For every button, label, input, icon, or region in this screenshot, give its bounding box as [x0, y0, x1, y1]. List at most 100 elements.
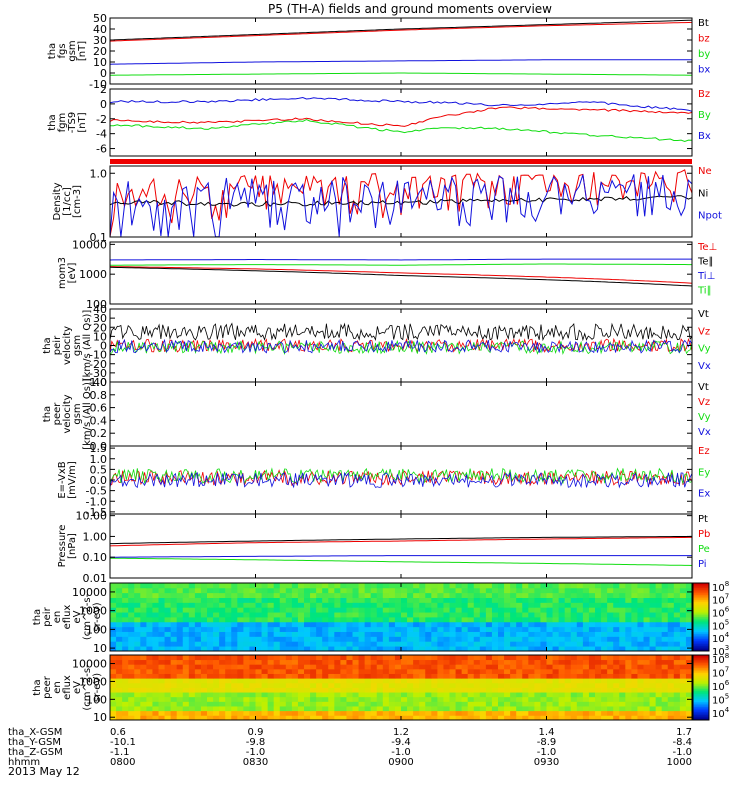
spectrogram-cell [485, 706, 493, 712]
spectrogram-cell [164, 592, 172, 598]
spectrogram-cell [267, 607, 275, 613]
spectrogram-cell [231, 710, 238, 716]
spectrogram-cell [534, 602, 541, 608]
spectrogram-cell [267, 636, 275, 642]
spectrogram-cell [455, 682, 463, 688]
spectrogram-cell [534, 668, 541, 674]
spectrogram-cell [382, 715, 390, 721]
spectrogram-cell [661, 678, 669, 684]
spectrogram-cell [304, 682, 311, 688]
spectrogram-cell [655, 617, 663, 623]
spectrogram-cell [534, 621, 541, 628]
spectrogram-cell [528, 612, 535, 618]
spectrogram-cell [279, 701, 287, 707]
spectrogram-cell [546, 673, 553, 679]
spectrogram-cell [261, 646, 269, 652]
spectrogram-cell [128, 617, 135, 623]
spectrogram-cell [667, 607, 675, 613]
spectrogram-cell [316, 692, 323, 698]
spectrogram-cell [188, 673, 196, 679]
spectrogram-cell [219, 673, 226, 679]
spectrogram-cell [358, 612, 366, 618]
spectrogram-cell [485, 597, 493, 603]
coord-value: 0930 [534, 757, 559, 768]
spectrogram-cell [225, 678, 232, 684]
spectrogram-cell [261, 678, 269, 684]
spectrogram-cell [570, 583, 578, 589]
spectrogram-cell [370, 592, 378, 598]
spectrogram-cell [637, 659, 644, 665]
spectrogram-cell [661, 621, 669, 628]
spectrogram-cell [237, 710, 244, 716]
spectrogram-cell [194, 673, 202, 679]
spectrogram-cell [655, 631, 663, 637]
spectrogram-cell [661, 692, 669, 698]
spectrogram-cell [340, 621, 347, 628]
spectrogram-cell [291, 607, 299, 613]
spectrogram-cell [655, 621, 663, 628]
spectrogram-cell [310, 626, 317, 632]
coord-value: -9.8 [246, 737, 266, 748]
spectrogram-cell [613, 706, 620, 712]
spectrogram-cell [425, 682, 432, 688]
spectrogram-cell [552, 668, 560, 674]
spectrogram-cell [485, 583, 493, 589]
spectrogram-cell [528, 701, 535, 707]
spectrogram-cell [273, 701, 281, 707]
y-axis-label: [1/cc] [62, 187, 73, 216]
spectrogram-cell [601, 641, 608, 647]
spectrogram-cell [358, 673, 366, 679]
spectrogram-cell [437, 696, 444, 702]
spectrogram-cell [649, 602, 657, 608]
spectrogram-cell [358, 692, 366, 698]
spectrogram-cell [237, 646, 244, 652]
spectrogram-cell [267, 621, 275, 628]
spectrogram-cell [334, 587, 341, 594]
y-tick-label: 0 [100, 340, 107, 353]
spectrogram-cell [479, 597, 487, 603]
spectrogram-cell [625, 668, 632, 674]
spectrogram-cell [685, 607, 693, 613]
spectrogram-cell [491, 646, 499, 652]
spectrogram-cell [473, 646, 481, 652]
spectrogram-cell [340, 641, 347, 647]
colorbar-cell [693, 698, 709, 702]
spectrogram-cell [146, 659, 153, 665]
spectrogram-cell [382, 583, 390, 589]
spectrogram-cell [419, 612, 426, 618]
series-Ti⊥-line [109, 258, 692, 261]
spectrogram-cell [285, 664, 293, 670]
spectrogram-cell [304, 664, 311, 670]
spectrogram-cell [595, 631, 602, 637]
spectrogram-cell [370, 626, 378, 632]
spectrogram-cell [534, 636, 541, 642]
spectrogram-cell [170, 607, 178, 613]
spectrogram-cell [613, 715, 620, 721]
spectrogram-cell [255, 696, 262, 702]
spectrogram-cell [122, 617, 129, 623]
spectrogram-cell [225, 626, 232, 632]
spectrogram-cell [213, 668, 220, 674]
spectrogram-cell [237, 701, 244, 707]
spectrogram-cell [643, 678, 650, 684]
spectrogram-cell [188, 636, 196, 642]
spectrogram-cell [625, 678, 632, 684]
spectrogram-cell [613, 710, 620, 716]
spectrogram-cell [158, 682, 165, 688]
spectrogram-cell [558, 668, 566, 674]
spectrogram-cell [134, 659, 141, 665]
spectrogram-cell [564, 592, 572, 598]
spectrogram-cell [328, 682, 335, 688]
spectrogram-cell [443, 631, 450, 637]
spectrogram-cell [110, 602, 117, 608]
spectrogram-cell [601, 706, 608, 712]
spectrogram-cell [540, 626, 547, 632]
colorbar-cell [693, 613, 709, 616]
spectrogram-cell [570, 673, 578, 679]
spectrogram-cell [655, 587, 663, 594]
coord-value: 0.9 [248, 727, 264, 738]
spectrogram-cell [570, 659, 578, 665]
spectrogram-cell [643, 687, 650, 693]
spectrogram-cell [219, 687, 226, 693]
